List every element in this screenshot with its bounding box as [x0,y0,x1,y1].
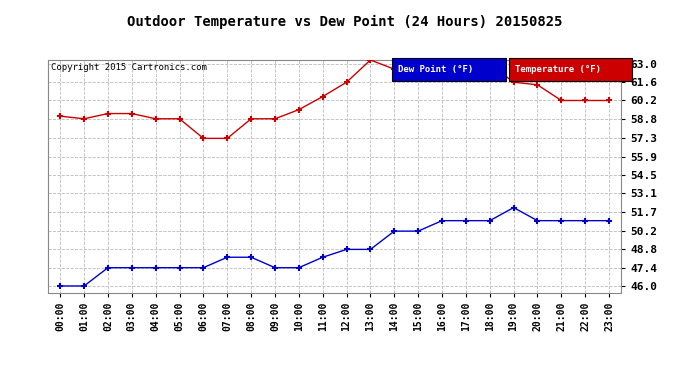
Text: Temperature (°F): Temperature (°F) [515,65,601,74]
Text: Copyright 2015 Cartronics.com: Copyright 2015 Cartronics.com [51,63,207,72]
FancyBboxPatch shape [509,58,633,81]
Text: Dew Point (°F): Dew Point (°F) [397,65,473,74]
FancyBboxPatch shape [392,58,506,81]
Text: Outdoor Temperature vs Dew Point (24 Hours) 20150825: Outdoor Temperature vs Dew Point (24 Hou… [127,15,563,29]
